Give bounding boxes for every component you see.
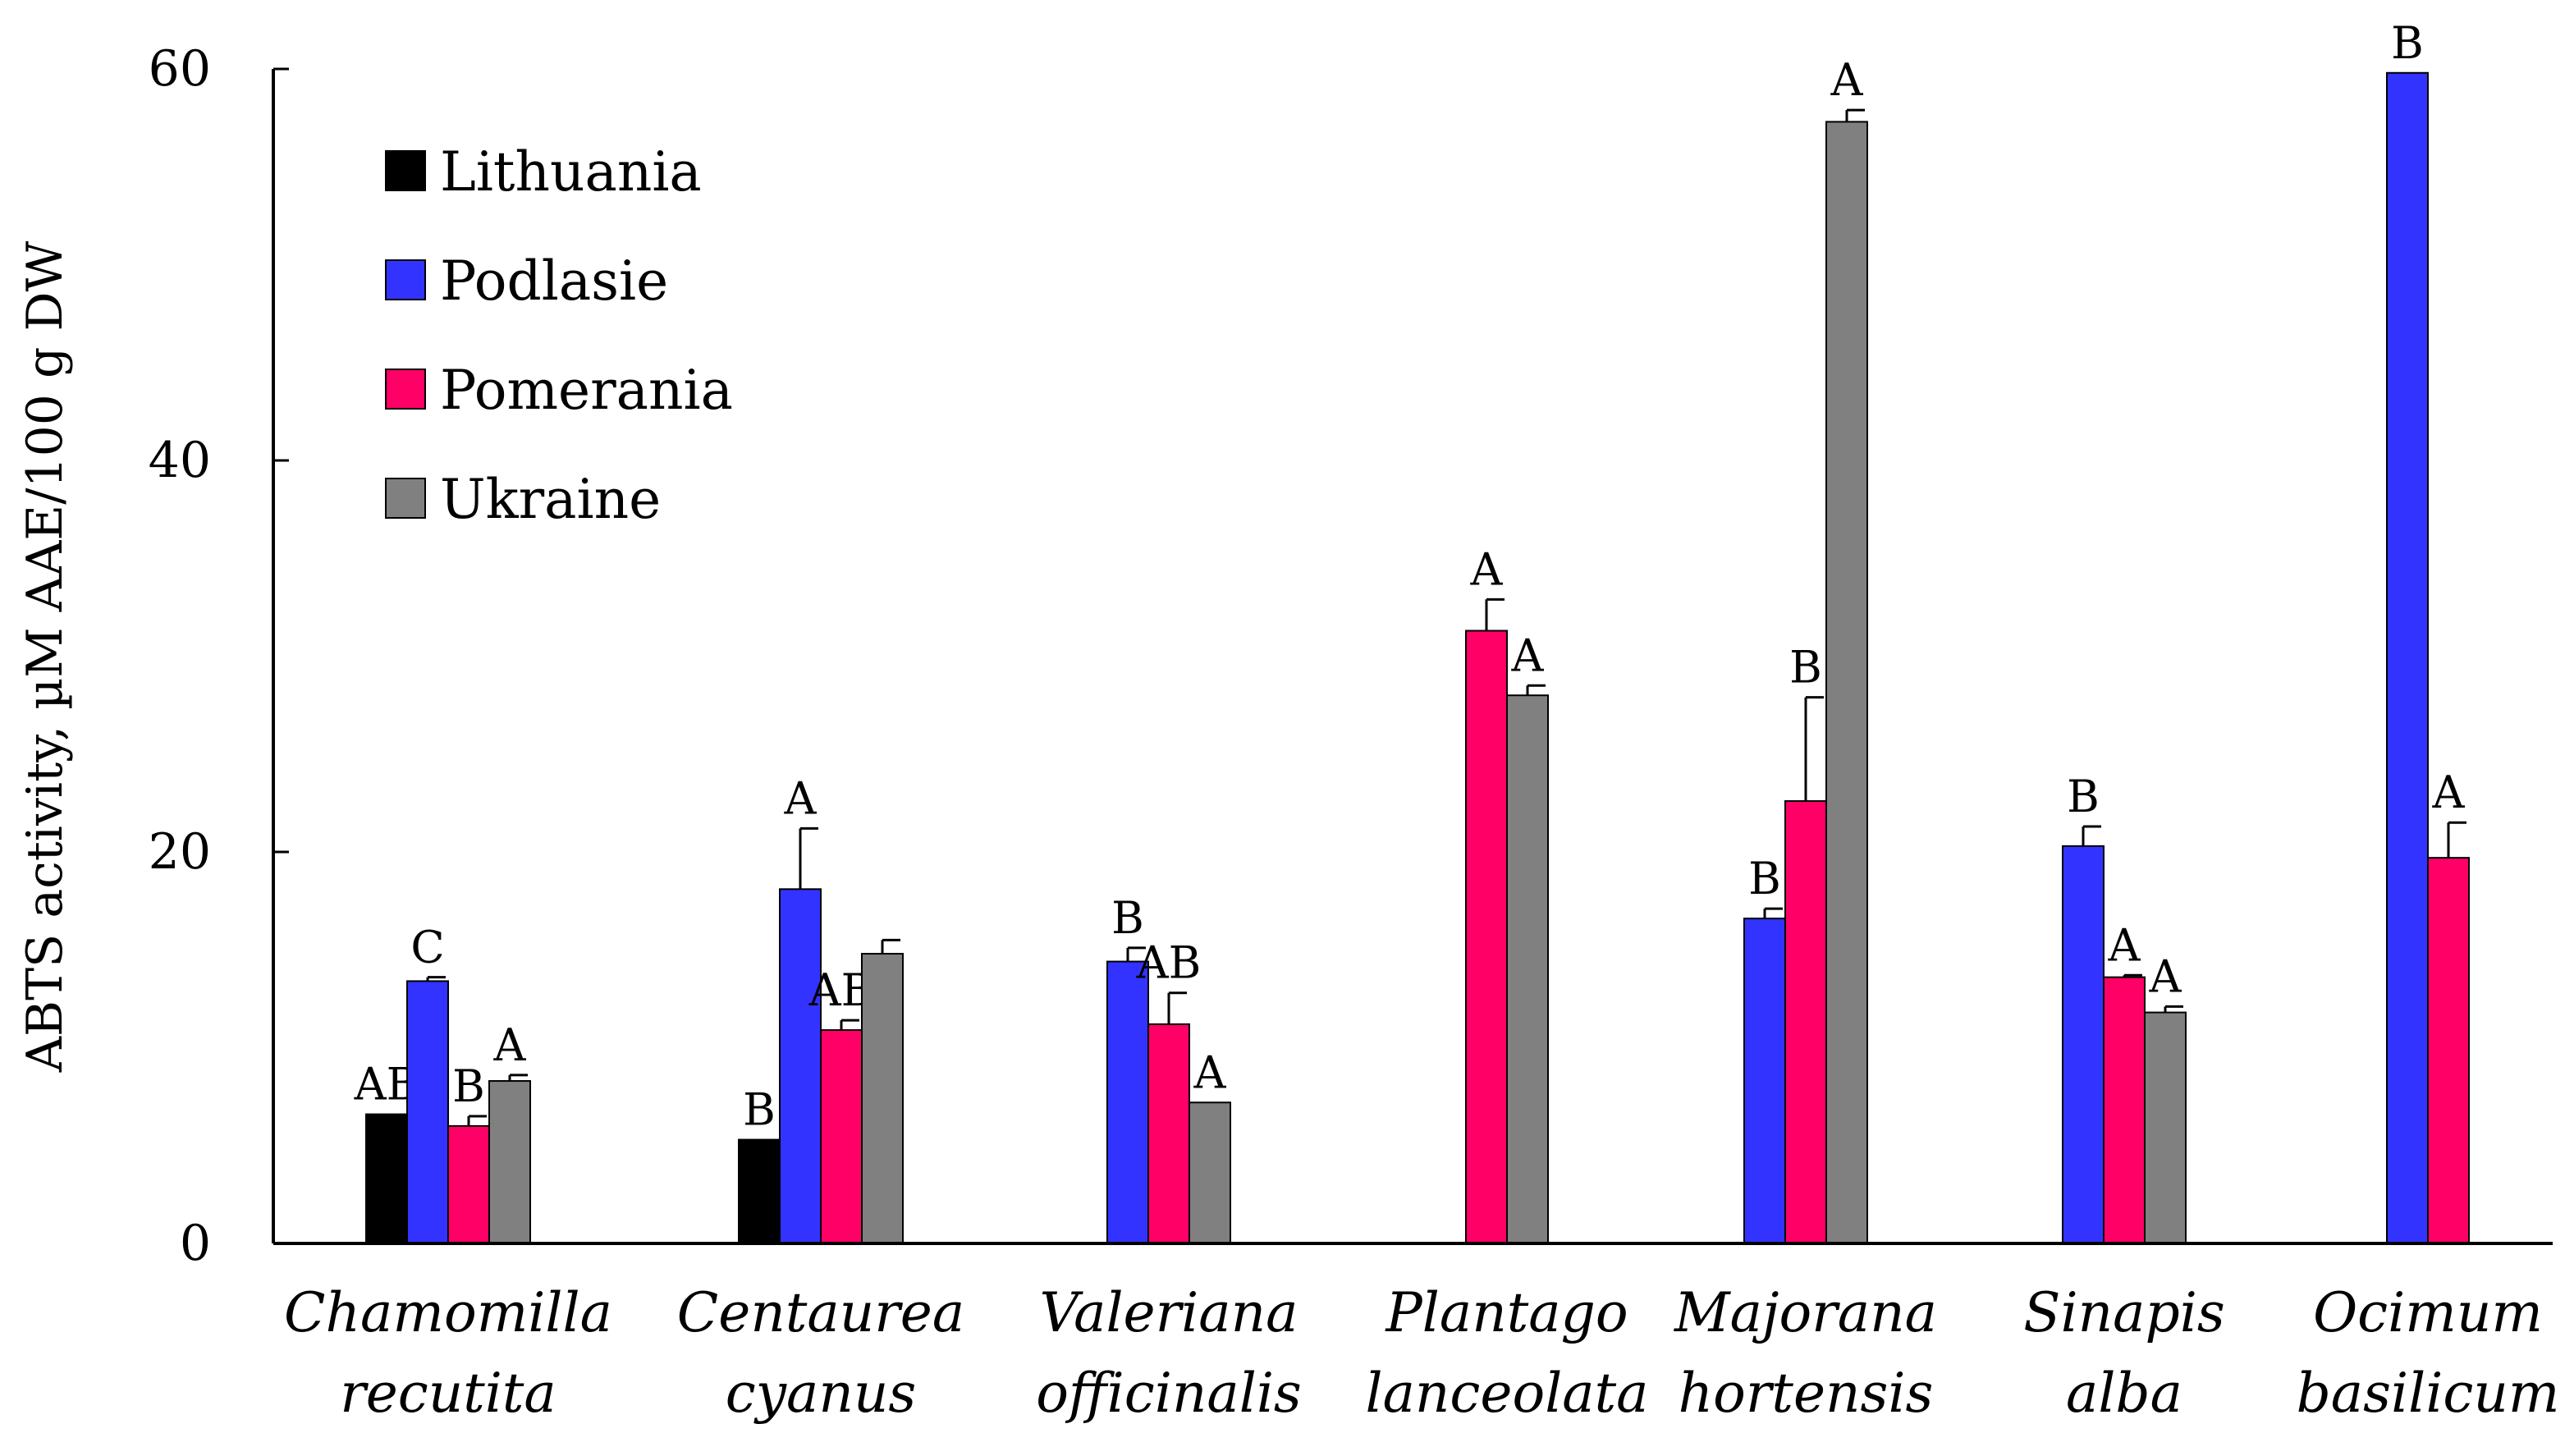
category-label: lanceolata <box>1365 1362 1648 1425</box>
bar-podlasie-0 <box>406 980 449 1245</box>
bar-ukraine-4 <box>1825 121 1868 1244</box>
y-tick-label: 60 <box>149 40 211 98</box>
bar-pomerania-4 <box>1784 799 1827 1244</box>
bar-podlasie-2 <box>1106 960 1149 1245</box>
legend-swatch-lithuania <box>385 150 426 191</box>
legend-swatch-ukraine <box>385 478 426 519</box>
category-label: Ocimum <box>2313 1281 2543 1344</box>
bar-lithuania-0 <box>365 1113 408 1244</box>
category-label: Majorana <box>1674 1281 1937 1344</box>
bar-podlasie-6 <box>2386 71 2429 1244</box>
bar-pomerania-6 <box>2427 857 2470 1245</box>
y-tick-label: 40 <box>149 432 211 489</box>
category-label: Valeriana <box>1040 1281 1298 1344</box>
significance-label: A <box>2149 950 2182 1002</box>
significance-label: B <box>1111 892 1144 944</box>
significance-label: A <box>493 1019 527 1071</box>
category-label: Chamomilla <box>284 1281 612 1344</box>
significance-label: A <box>1470 543 1504 595</box>
bar-pomerania-1 <box>820 1029 863 1245</box>
significance-label: B <box>1748 853 1781 904</box>
legend-label-podlasie: Podlasie <box>440 250 668 313</box>
bar-ukraine-5 <box>2144 1011 2187 1244</box>
category-labels: Chamomilla recutita Centaurea cyanus Valeria… <box>284 1281 2559 1425</box>
significance-label: A <box>2432 767 2466 818</box>
axes <box>272 69 2553 1245</box>
significance-label: B <box>452 1060 485 1112</box>
significance-label: C <box>410 922 444 973</box>
bar-podlasie-1 <box>779 888 822 1244</box>
legend-label-lithuania: Lithuania <box>440 140 702 204</box>
category-label: officinalis <box>1036 1362 1302 1425</box>
significance-label: A <box>784 772 818 824</box>
category-label: Plantago <box>1385 1281 1628 1344</box>
y-ticks: 0 20 40 60 <box>149 40 289 1272</box>
bar-pomerania-3 <box>1465 630 1508 1244</box>
bar-ukraine-1 <box>861 953 904 1245</box>
significance-label: A <box>1193 1046 1227 1098</box>
bar-pomerania-5 <box>2103 976 2146 1244</box>
significance-label: A <box>2108 919 2141 971</box>
significance-label: B <box>2067 771 2100 822</box>
y-axis-title: ABTS activity, µM AAE/100 g DW <box>16 240 74 1073</box>
category-label: Centaurea <box>677 1281 964 1344</box>
significance-label: AB <box>1136 937 1202 989</box>
category-label: cyanus <box>726 1362 916 1425</box>
significance-label: A <box>1511 630 1545 681</box>
bar-ukraine-0 <box>488 1080 531 1245</box>
bar-podlasie-4 <box>1743 918 1786 1244</box>
significance-label: A <box>1830 54 1864 106</box>
bar-pomerania-2 <box>1147 1023 1190 1244</box>
category-label: basilicum <box>2297 1362 2560 1425</box>
y-tick-label: 0 <box>180 1215 211 1272</box>
legend-label-ukraine: Ukraine <box>440 468 661 531</box>
significance-label: B <box>1789 642 1822 694</box>
bar-pomerania-0 <box>447 1124 490 1245</box>
category-label: alba <box>2066 1362 2182 1425</box>
legend-swatch-pomerania <box>385 369 426 410</box>
category-label: recutita <box>340 1362 556 1425</box>
bar-lithuania-1 <box>738 1138 781 1244</box>
y-tick-label: 20 <box>149 823 211 881</box>
significance-label: B <box>743 1084 776 1136</box>
bar-ukraine-2 <box>1189 1101 1231 1245</box>
category-label: Sinapis <box>2023 1281 2224 1344</box>
legend-swatch-podlasie <box>385 259 426 300</box>
bar-ukraine-3 <box>1506 694 1549 1244</box>
category-label: hortensis <box>1679 1362 1934 1425</box>
significance-label: B <box>2391 17 2424 69</box>
bar-podlasie-5 <box>2062 845 2105 1244</box>
legend: Lithuania Podlasie Pomerania Ukraine <box>385 140 733 531</box>
legend-label-pomerania: Pomerania <box>440 359 733 422</box>
